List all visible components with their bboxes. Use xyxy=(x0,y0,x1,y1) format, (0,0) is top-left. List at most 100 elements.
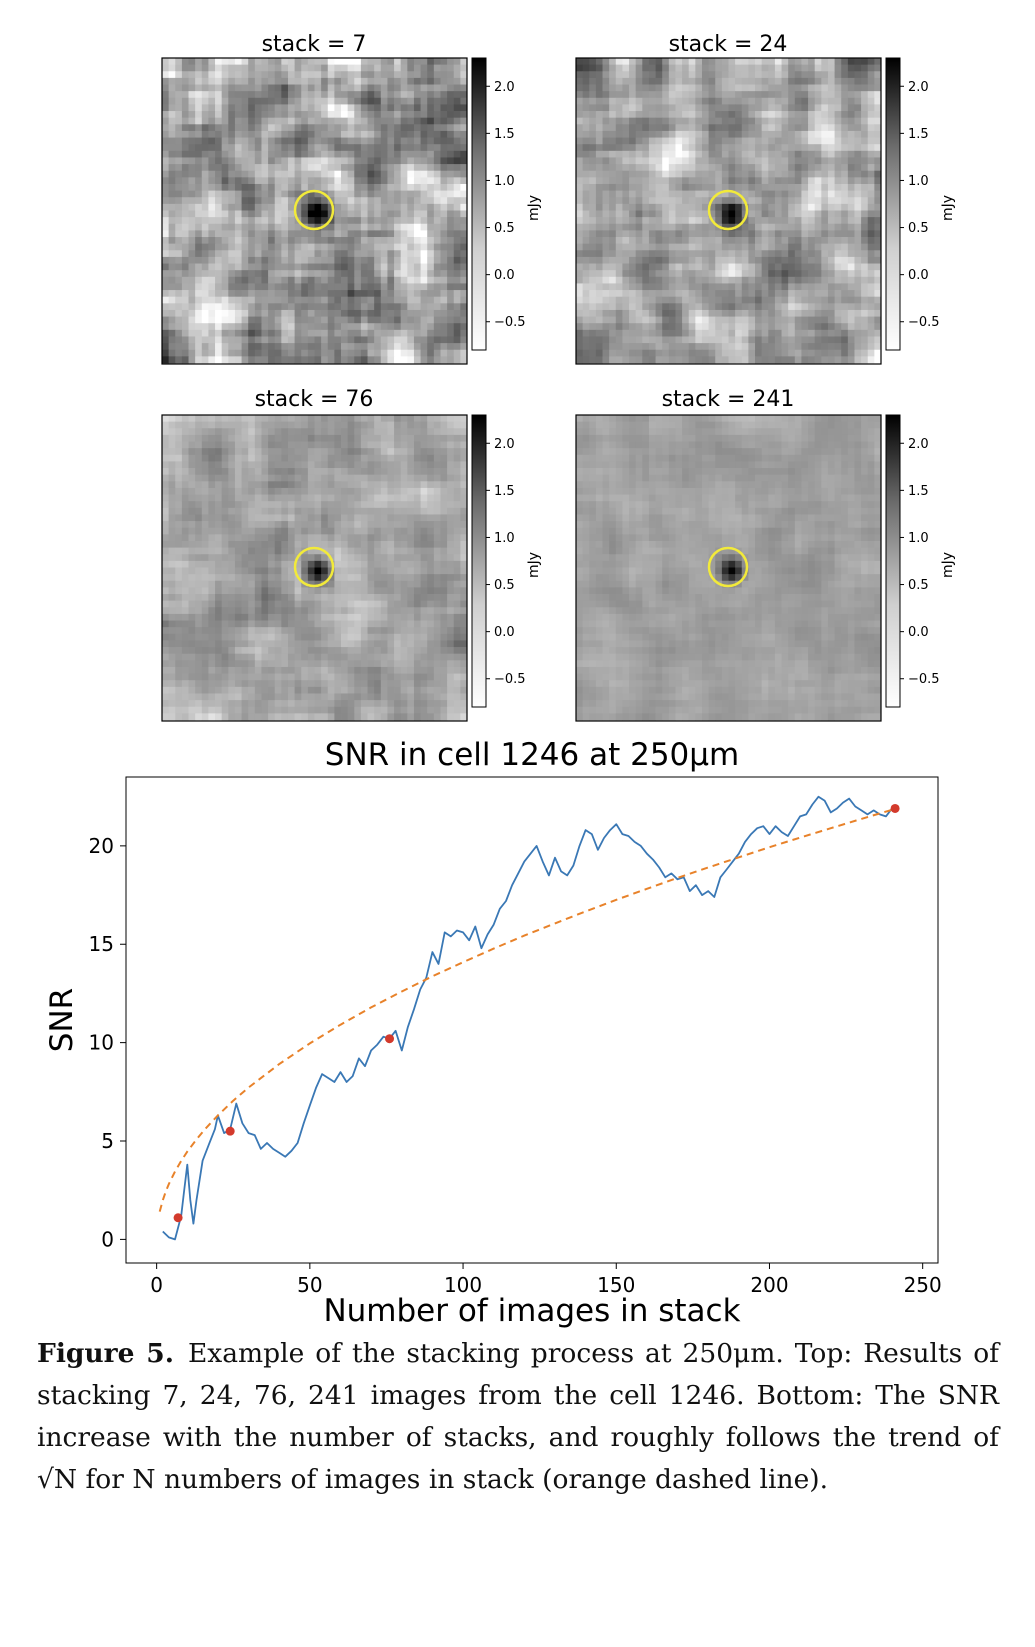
heatmap-pixel xyxy=(168,170,176,178)
heatmap-pixel xyxy=(781,177,789,185)
heatmap-pixel xyxy=(254,104,262,112)
heatmap-pixel xyxy=(867,237,875,245)
heatmap-pixel xyxy=(861,58,869,66)
heatmap-pixel xyxy=(728,237,736,245)
heatmap-pixel xyxy=(708,349,716,357)
heatmap-pixel xyxy=(387,454,395,462)
heatmap-pixel xyxy=(188,84,196,92)
heatmap-pixel xyxy=(861,217,869,225)
heatmap-pixel xyxy=(728,276,736,284)
heatmap-pixel xyxy=(609,263,617,271)
heatmap-pixel xyxy=(814,237,822,245)
heatmap-pixel xyxy=(261,329,269,337)
heatmap-pixel xyxy=(334,415,342,423)
heatmap-pixel xyxy=(433,263,441,271)
heatmap-pixel xyxy=(794,124,802,132)
heatmap-pixel xyxy=(268,309,276,317)
heatmap-pixel xyxy=(622,203,630,211)
heatmap-pixel xyxy=(181,356,189,364)
heatmap-pixel xyxy=(427,290,435,298)
heatmap-pixel xyxy=(234,343,242,351)
heatmap-pixel xyxy=(427,454,435,462)
heatmap-pixel xyxy=(675,183,683,192)
heatmap-pixel xyxy=(841,117,849,125)
heatmap-pixel xyxy=(360,474,368,482)
heatmap-pixel xyxy=(453,250,461,258)
heatmap-pixel xyxy=(682,356,690,364)
heatmap-pixel xyxy=(387,270,395,278)
heatmap-pixel xyxy=(241,58,249,66)
heatmap-pixel xyxy=(615,263,623,271)
heatmap-pixel xyxy=(827,256,835,264)
heatmap-pixel xyxy=(307,256,315,264)
heatmap-pixel xyxy=(728,349,736,357)
heatmap-pixel xyxy=(374,137,382,145)
heatmap-pixel xyxy=(201,309,209,317)
heatmap-pixel xyxy=(420,217,428,225)
heatmap-pixel xyxy=(629,356,637,364)
heatmap-pixel xyxy=(181,71,189,79)
heatmap-pixel xyxy=(175,356,183,364)
heatmap-pixel xyxy=(715,237,723,245)
heatmap-pixel xyxy=(241,494,249,502)
heatmap-pixel xyxy=(420,84,428,92)
heatmap-pixel xyxy=(334,263,342,271)
heatmap-pixel xyxy=(274,177,282,185)
heatmap-pixel xyxy=(420,448,428,456)
heatmap-pixel xyxy=(241,177,249,185)
heatmap-pixel xyxy=(188,323,196,331)
heatmap-pixel xyxy=(453,323,461,331)
heatmap-pixel xyxy=(701,316,710,324)
heatmap-pixel xyxy=(307,514,315,522)
heatmap-pixel xyxy=(460,130,468,138)
heatmap-pixel xyxy=(307,290,315,298)
heatmap-pixel xyxy=(367,501,375,509)
heatmap-pixel xyxy=(794,71,802,79)
heatmap-pixel xyxy=(221,283,229,291)
heatmap-pixel xyxy=(427,117,435,125)
heatmap-pixel xyxy=(761,203,769,211)
heatmap-pixel xyxy=(440,501,448,509)
heatmap-pixel xyxy=(788,97,796,105)
heatmap-pixel xyxy=(794,150,802,158)
heatmap-pixel xyxy=(582,283,590,291)
heatmap-pixel xyxy=(715,343,723,351)
heatmap-pixel xyxy=(768,210,776,218)
heatmap-pixel xyxy=(407,329,415,337)
heatmap-pixel xyxy=(254,494,262,502)
heatmap-pixel xyxy=(208,461,216,469)
heatmap-pixel xyxy=(582,296,590,304)
heatmap-pixel xyxy=(341,434,349,442)
heatmap-pixel xyxy=(234,309,242,317)
heatmap-pixel xyxy=(642,71,650,79)
heatmap-pixel xyxy=(602,97,610,105)
heatmap-pixel xyxy=(334,421,342,429)
heatmap-pixel xyxy=(321,349,329,357)
heatmap-pixel xyxy=(735,343,743,351)
heatmap-pixel xyxy=(374,349,382,357)
heatmap-pixel xyxy=(420,349,428,357)
heatmap-pixel xyxy=(354,71,362,79)
heatmap-pixel xyxy=(453,77,461,85)
heatmap-pixel xyxy=(602,290,610,298)
heatmap-pixel xyxy=(774,349,782,357)
heatmap-pixel xyxy=(788,343,796,351)
heatmap-pixel xyxy=(394,336,402,344)
heatmap-pixel xyxy=(367,130,375,138)
heatmap-pixel xyxy=(576,111,584,119)
heatmap-pixel xyxy=(589,223,597,231)
heatmap-pixel xyxy=(433,461,441,469)
heatmap-pixel xyxy=(814,190,822,198)
heatmap-pixel xyxy=(715,230,723,238)
heatmap-pixel xyxy=(602,84,610,92)
heatmap-pixel xyxy=(413,157,421,165)
heatmap-pixel xyxy=(354,487,362,495)
heatmap-pixel xyxy=(287,84,296,92)
heatmap-pixel xyxy=(281,223,289,231)
heatmap-pixel xyxy=(195,501,203,509)
heatmap-pixel xyxy=(228,454,236,462)
heatmap-pixel xyxy=(453,150,461,158)
heatmap-pixel xyxy=(440,434,448,442)
heatmap-pixel xyxy=(589,117,597,125)
heatmap-pixel xyxy=(582,263,590,271)
